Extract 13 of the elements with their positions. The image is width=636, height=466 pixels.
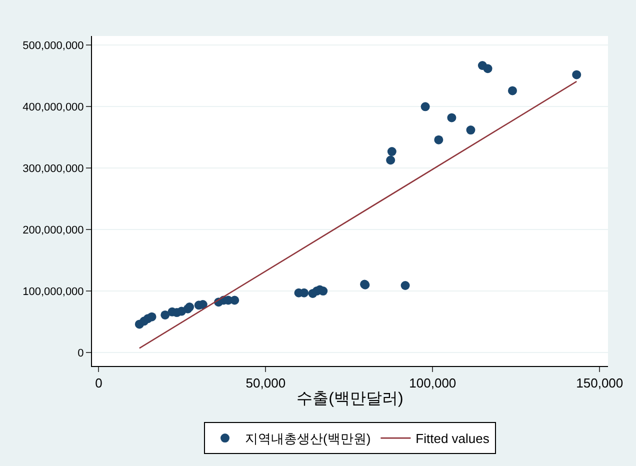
- y-tick-label: 500,000,000: [22, 40, 84, 52]
- y-tick-label: 300,000,000: [22, 162, 84, 175]
- legend-label: Fitted values: [416, 431, 490, 446]
- x-axis-title: 수출(백만달러): [296, 390, 404, 408]
- y-tick-label: 0: [78, 347, 84, 360]
- x-tick-label: 0: [95, 376, 102, 391]
- y-tick-label: 100,000,000: [22, 286, 84, 298]
- x-tick-label: 50,000: [246, 376, 286, 391]
- y-tick-label: 200,000,000: [22, 224, 84, 236]
- legend-label: 지역내총생산(백만원): [245, 431, 371, 446]
- y-tick-label: 400,000,000: [22, 102, 84, 114]
- x-tick-label: 100,000: [409, 376, 456, 391]
- x-tick-label: 150,000: [576, 376, 624, 391]
